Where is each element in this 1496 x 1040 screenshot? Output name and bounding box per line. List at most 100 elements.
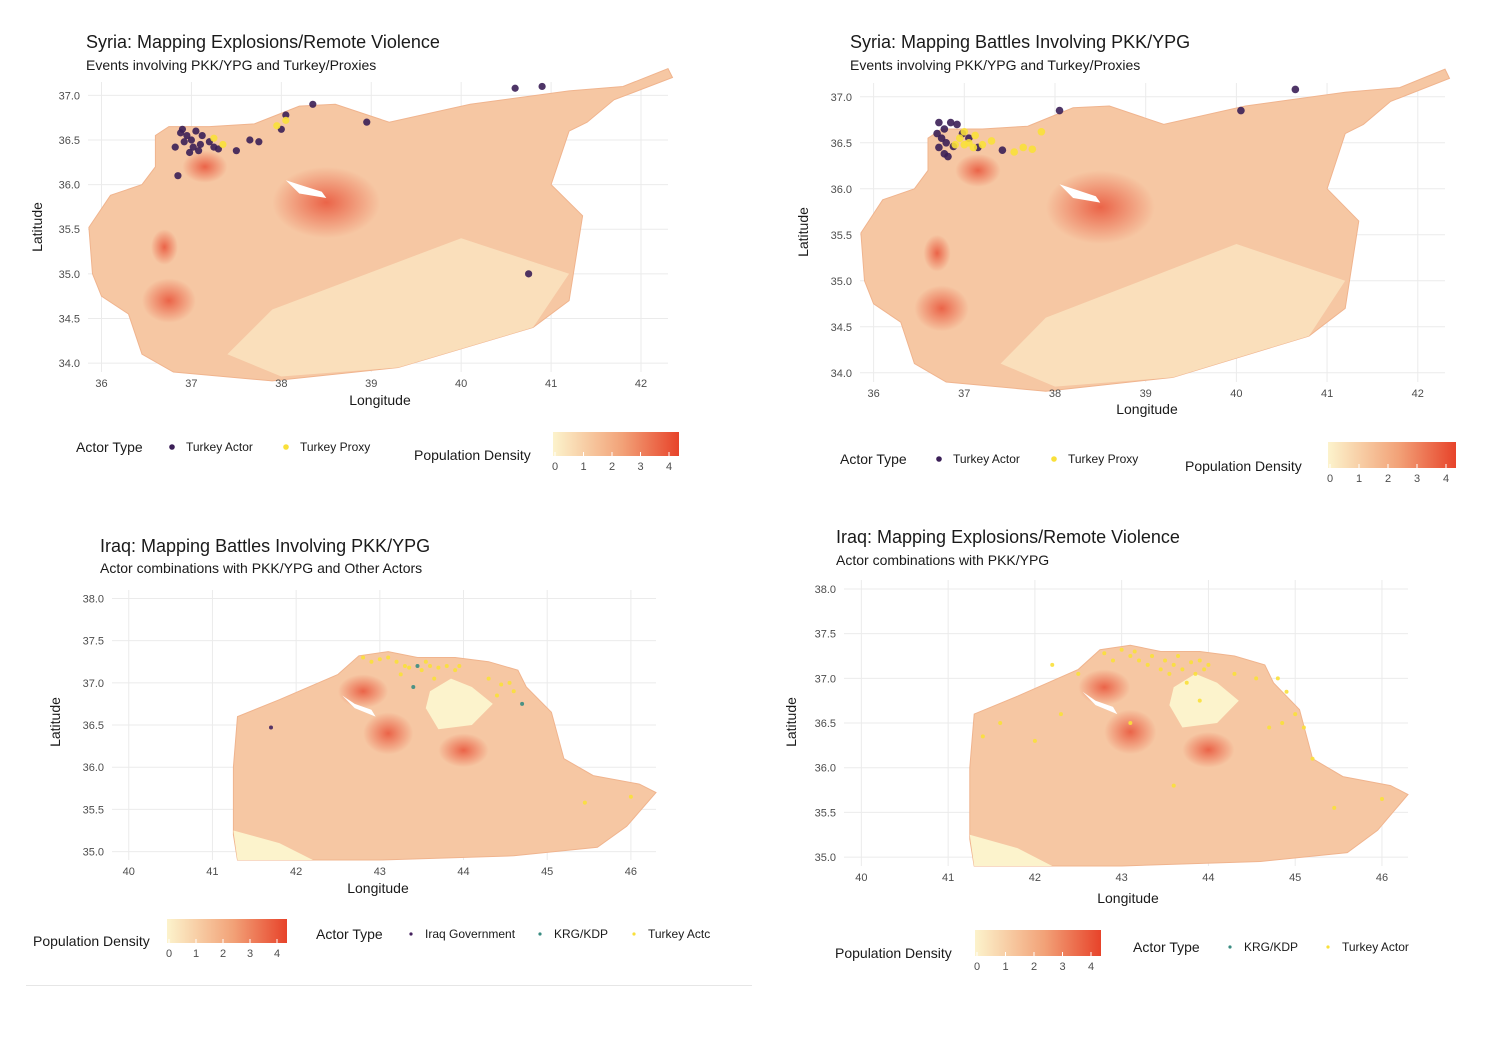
legend: Actor Type Iraq Government KRG/KDP Turkey A…: [316, 926, 710, 942]
x-tick-label: 42: [1029, 872, 1041, 884]
data-point: [980, 734, 985, 739]
data-point: [246, 136, 254, 144]
data-point: [1197, 698, 1202, 703]
data-point: [935, 118, 943, 127]
y-axis-label: Latitude: [783, 697, 799, 747]
data-point: [377, 657, 382, 662]
chart-title: Iraq: Mapping Explosions/Remote Violence: [836, 527, 1180, 547]
x-tick-label: 40: [855, 872, 867, 884]
x-tick-label: 36: [867, 388, 879, 400]
colorbar-tick-label: 2: [1031, 961, 1037, 973]
y-tick-label: 37.5: [83, 636, 104, 648]
data-point: [944, 152, 952, 161]
tick-labels: 40 41 42 43 44 45 46 35.0 35.5 36.0 36.5 37.0 37.5 38…: [83, 593, 637, 878]
y-tick-label: 38.0: [815, 584, 836, 596]
x-tick-label: 41: [1321, 388, 1333, 400]
data-point: [946, 118, 955, 127]
data-point: [196, 140, 205, 149]
data-point: [1032, 738, 1037, 743]
data-points: [933, 85, 1300, 161]
data-point: [1167, 671, 1172, 676]
divider: [26, 985, 752, 986]
data-point: [971, 131, 979, 140]
low-density-area: [227, 238, 570, 377]
colorbar-title: Population Density: [414, 447, 531, 463]
legend-swatch: [936, 456, 942, 462]
data-point: [428, 663, 433, 668]
density-hotspot: [1182, 731, 1235, 768]
colorbar: Population Density 0 1 2 3 4: [1185, 442, 1456, 485]
colorbar: Population Density 0 1 2 3 4: [33, 919, 287, 960]
data-point: [1237, 106, 1245, 115]
data-point: [1267, 725, 1272, 730]
y-tick-label: 37.0: [815, 673, 836, 685]
map-region: [969, 644, 1409, 867]
chart-svg: 40 41 42 43 44 45 4635.035.536.036.537.037.538…: [33, 590, 710, 960]
legend-item-label: Turkey Actc: [648, 927, 710, 941]
data-point: [174, 172, 182, 180]
colorbar-title: Population Density: [33, 933, 150, 949]
data-point: [998, 146, 1007, 154]
data-point: [1132, 649, 1137, 654]
chart-title: Syria: Mapping Explosions/Remote Violenc…: [86, 32, 440, 52]
data-point: [987, 137, 996, 145]
data-point: [419, 668, 424, 673]
data-point: [955, 134, 964, 142]
chart-panel-syria-explosions: Syria: Mapping Explosions/Remote Violenc…: [0, 0, 748, 500]
y-axis-label: Latitude: [795, 207, 811, 257]
chart-subtitle: Actor combinations with PKK/YPG and Othe…: [100, 560, 423, 576]
y-tick-label: 34.0: [59, 358, 80, 370]
data-point: [511, 689, 516, 694]
data-point: [407, 665, 412, 670]
legend-swatch: [1228, 945, 1232, 949]
x-axis-label: Longitude: [347, 880, 409, 896]
x-tick-label: 40: [123, 866, 135, 878]
x-axis-label: Longitude: [1116, 401, 1178, 417]
chart-panel-iraq-battles: Iraq: Mapping Battles Involving PKK/YPG …: [33, 536, 710, 960]
data-point: [183, 131, 191, 140]
colorbar-tick-label: 2: [609, 461, 615, 473]
data-point: [411, 685, 416, 690]
data-point: [273, 122, 281, 130]
legend-swatch: [1051, 456, 1057, 462]
density-hotspot: [337, 674, 389, 709]
lake: [285, 180, 327, 198]
colorbar-tick-label: 1: [580, 461, 586, 473]
legend-item-label: Turkey Actor: [953, 452, 1020, 466]
colorbar-tick-label: 3: [247, 948, 253, 960]
y-tick-label: 36.0: [59, 180, 80, 192]
chart-subtitle: Actor combinations with PKK/YPG: [836, 552, 1050, 568]
legend-item-label: Turkey Actor: [186, 440, 253, 454]
y-tick-label: 35.5: [59, 224, 80, 236]
y-tick-label: 35.0: [59, 269, 80, 281]
data-point: [1119, 647, 1124, 652]
x-tick-label: 44: [457, 866, 469, 878]
density-hotspot: [914, 285, 969, 332]
data-point: [398, 672, 403, 677]
data-point: [457, 663, 462, 668]
legend-item-label: KRG/KDP: [1244, 940, 1298, 954]
data-point: [1171, 783, 1176, 788]
data-point: [1176, 653, 1181, 658]
y-tick-label: 37.0: [83, 678, 104, 690]
legend-title: Actor Type: [76, 439, 143, 455]
legend-title: Actor Type: [1133, 939, 1200, 955]
data-point: [1076, 671, 1081, 676]
data-point: [1102, 651, 1107, 656]
data-point: [1184, 680, 1189, 685]
data-point: [1128, 653, 1133, 658]
tick-labels: 40 41 42 43 44 45 46 35.0 35.5 36.0 36.5 37.0 37.5 38…: [815, 584, 1389, 884]
tick-labels: 36 37 38 39 40 41 42 34.0 34.5 35.0 35.5 36.0 36.5 37…: [59, 90, 648, 390]
data-point: [282, 111, 290, 119]
density-hotspot: [363, 712, 414, 755]
legend-item-label: Turkey Proxy: [1068, 452, 1138, 466]
data-point: [453, 668, 458, 673]
y-tick-label: 37.0: [59, 90, 80, 102]
data-point: [935, 143, 943, 152]
data-point: [1232, 671, 1237, 676]
data-point: [1310, 756, 1315, 761]
x-tick-label: 44: [1202, 872, 1214, 884]
data-point: [214, 145, 222, 153]
colorbar-tick-label: 1: [1002, 961, 1008, 973]
